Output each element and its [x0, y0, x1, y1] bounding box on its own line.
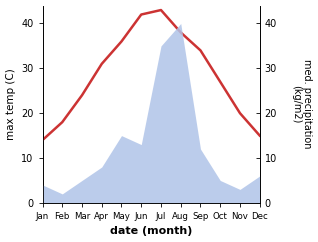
- Y-axis label: med. precipitation
(kg/m2): med. precipitation (kg/m2): [291, 60, 313, 149]
- Y-axis label: max temp (C): max temp (C): [5, 68, 16, 140]
- X-axis label: date (month): date (month): [110, 227, 192, 236]
